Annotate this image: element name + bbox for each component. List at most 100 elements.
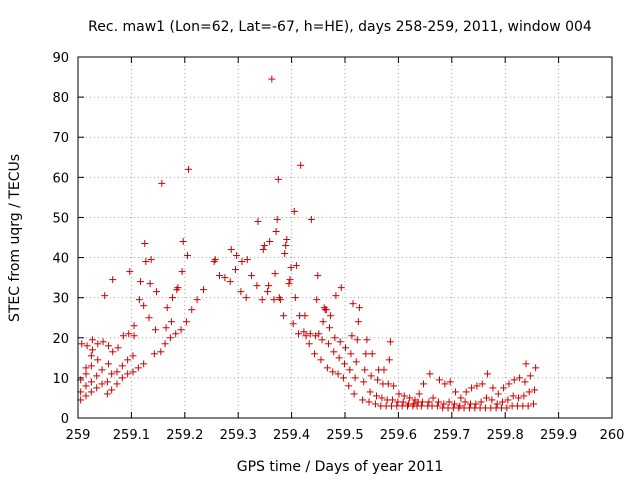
data-point (188, 306, 196, 314)
data-point (119, 332, 127, 340)
data-point (158, 179, 166, 187)
data-point (272, 227, 280, 235)
data-point (281, 250, 289, 258)
data-point (273, 215, 281, 223)
data-point (417, 402, 425, 410)
data-point (360, 378, 368, 386)
data-point (130, 322, 138, 330)
y-tick-label: 20 (52, 332, 69, 347)
data-point (350, 390, 358, 398)
data-point (395, 390, 403, 398)
data-point (522, 360, 530, 368)
data-point (436, 376, 444, 384)
data-point (266, 238, 274, 246)
data-point (483, 394, 491, 402)
x-tick-label: 259.9 (540, 428, 577, 443)
data-point (109, 348, 117, 356)
data-point (426, 370, 434, 378)
data-point (163, 304, 171, 312)
data-point (510, 376, 518, 384)
data-point (302, 332, 310, 340)
x-tick-label: 259.6 (380, 428, 417, 443)
x-tick-label: 259.1 (113, 428, 150, 443)
data-point (323, 364, 331, 372)
y-tick-label: 60 (52, 171, 69, 186)
data-point (342, 344, 350, 352)
data-point (103, 390, 111, 398)
data-point (292, 262, 300, 270)
data-point (183, 252, 191, 260)
data-point (87, 378, 95, 386)
y-tick-label: 50 (52, 211, 69, 226)
data-point (226, 278, 234, 286)
data-point (433, 402, 441, 410)
data-point (227, 246, 235, 254)
data-point (359, 396, 367, 404)
data-point (389, 396, 397, 404)
data-point (450, 400, 458, 408)
data-point (103, 378, 111, 386)
data-point (295, 330, 303, 338)
data-point (378, 394, 386, 402)
data-point (365, 398, 373, 406)
data-point (99, 338, 107, 346)
data-point (193, 296, 201, 304)
data-point (340, 360, 348, 368)
data-point (441, 380, 449, 388)
data-point (108, 386, 116, 394)
data-point (199, 286, 207, 294)
data-point (346, 366, 354, 374)
data-point (300, 328, 308, 336)
data-point (147, 256, 155, 264)
data-point (525, 388, 533, 396)
data-point (146, 280, 154, 288)
data-point (109, 276, 117, 284)
data-point (335, 354, 343, 362)
data-point (113, 380, 121, 388)
data-point (380, 366, 388, 374)
data-point (216, 272, 224, 280)
data-point (385, 356, 393, 364)
data-point (93, 372, 101, 380)
data-point (276, 296, 284, 304)
data-point (83, 342, 91, 350)
data-point (324, 340, 332, 348)
data-point (493, 400, 501, 408)
data-point (274, 175, 282, 183)
data-point (445, 398, 453, 406)
data-point (140, 360, 148, 368)
data-point (98, 380, 106, 388)
data-point (174, 284, 182, 292)
data-point (258, 296, 266, 304)
data-point (283, 236, 291, 244)
data-point (327, 312, 335, 320)
data-point (264, 288, 272, 296)
data-point (472, 400, 480, 408)
data-point (478, 380, 486, 388)
x-tick-label: 259.7 (433, 428, 470, 443)
data-point (349, 300, 357, 308)
x-tick-labels: 259 259.1 259.2 259.3 259.4 259.5 259.6 259.7 25… (66, 428, 625, 443)
data-point (270, 296, 278, 304)
data-point (221, 274, 229, 282)
data-point (167, 318, 175, 326)
y-tick-label: 90 (52, 51, 69, 66)
x-tick-label: 259.2 (166, 428, 203, 443)
data-point (242, 294, 250, 302)
data-point (151, 326, 159, 334)
data-point (418, 398, 426, 406)
y-tick-label: 0 (61, 412, 69, 427)
data-point (339, 374, 347, 382)
data-point (400, 392, 408, 400)
data-point (124, 356, 132, 364)
data-point (521, 378, 529, 386)
x-tick-label: 259.5 (326, 428, 363, 443)
data-point (361, 366, 369, 374)
data-point (530, 400, 538, 408)
data-point (118, 374, 126, 382)
data-point (305, 340, 313, 348)
data-point (140, 302, 148, 310)
data-point (291, 294, 299, 302)
data-point (118, 362, 126, 370)
data-point (233, 252, 241, 260)
